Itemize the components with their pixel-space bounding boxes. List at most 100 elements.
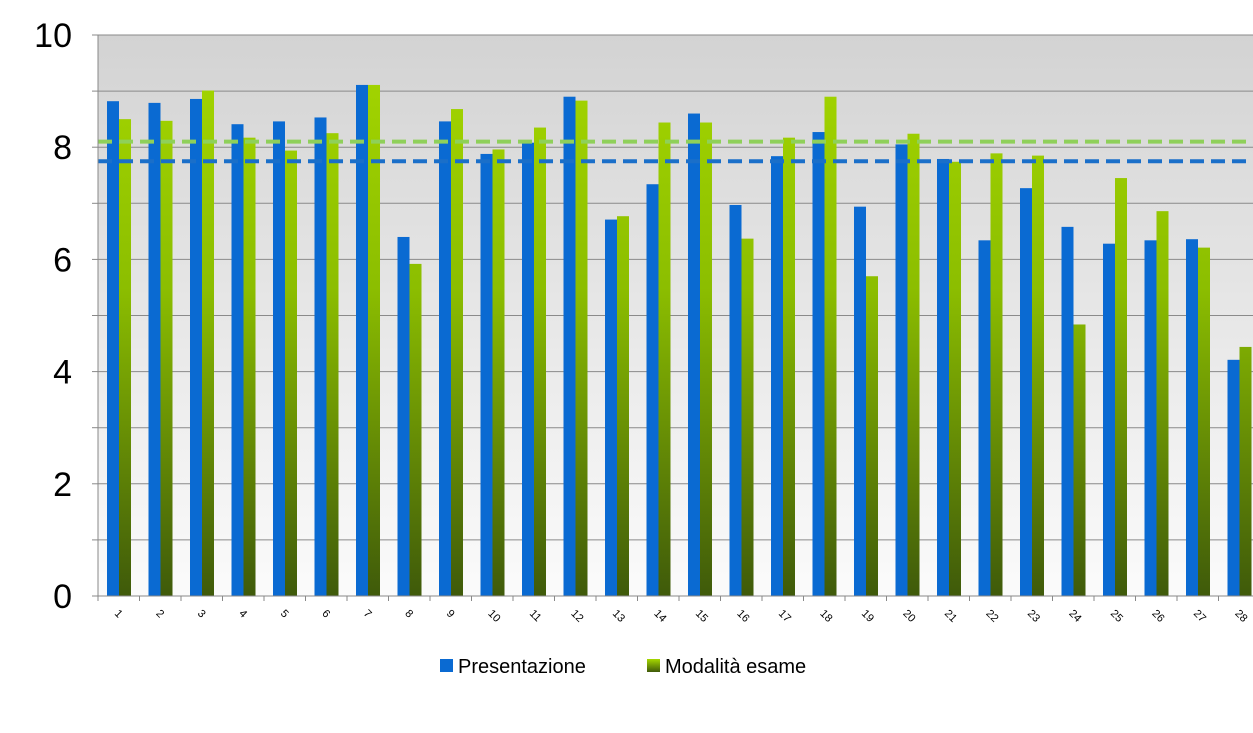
y-tick-label: 4 <box>53 354 72 392</box>
bar-presentazione <box>1227 359 1240 596</box>
bar-modalita-esame <box>990 153 1003 596</box>
x-tick-label: 24 <box>1066 608 1083 625</box>
bar-presentazione <box>356 84 368 596</box>
bar-modalita-esame <box>949 161 961 596</box>
legend-swatch-modalita-esame <box>647 659 660 672</box>
bar-modalita-esame <box>160 120 173 596</box>
bar-modalita-esame <box>409 263 422 596</box>
bar-presentazione <box>688 113 700 596</box>
bar-modalita-esame <box>1156 211 1169 597</box>
bar-modalita-esame <box>783 137 795 596</box>
bar-presentazione <box>1061 226 1074 596</box>
bar-modalita-esame <box>368 84 380 596</box>
bar-presentazione <box>1144 240 1157 597</box>
bar-modalita-esame <box>1032 155 1044 597</box>
x-axis-ticks: 1 2 3 4 5 6 7 8 9 10 11 12 13 14 15 16 17 18 19 20 21 22 23 24 2… <box>97 596 1250 625</box>
bar-modalita-esame <box>119 119 131 597</box>
bar-modalita-esame <box>243 137 256 596</box>
bar-modalita-esame <box>658 122 671 597</box>
bar-modalita-esame <box>1073 324 1086 596</box>
x-tick-label: 21 <box>942 608 959 625</box>
y-tick-label: 0 <box>53 578 72 616</box>
bar-presentazione <box>605 219 617 596</box>
bar-modalita-esame <box>866 276 878 596</box>
bar-presentazione <box>646 184 659 596</box>
x-tick-label: 22 <box>983 608 1000 625</box>
bar-presentazione <box>397 236 410 596</box>
y-tick-label: 10 <box>34 17 72 55</box>
bar-presentazione <box>190 98 202 596</box>
x-tick-label: 26 <box>1149 608 1166 625</box>
bar-presentazione <box>978 240 991 597</box>
bar-presentazione <box>1186 239 1198 597</box>
bar-modalita-esame <box>617 216 629 596</box>
bar-modalita-esame <box>326 133 339 597</box>
x-tick-label: 28 <box>1232 608 1249 625</box>
bar-presentazione <box>937 158 949 596</box>
x-tick-label: 14 <box>651 608 668 625</box>
bar-modalita-esame <box>907 133 920 596</box>
x-tick-label: 13 <box>610 608 627 625</box>
bar-presentazione <box>273 121 285 597</box>
bar-presentazione <box>522 142 534 596</box>
x-tick-label: 9 <box>444 608 457 621</box>
bar-presentazione <box>771 156 783 596</box>
x-tick-label: 17 <box>776 608 793 625</box>
y-tick-label: 6 <box>53 241 72 279</box>
bar-presentazione <box>895 144 908 596</box>
x-tick-label: 20 <box>900 608 917 625</box>
legend: Presentazione Modalità esame <box>440 656 806 678</box>
x-tick-label: 2 <box>153 608 166 621</box>
bars <box>107 84 1252 597</box>
x-tick-label: 18 <box>817 608 834 625</box>
bar-presentazione <box>1103 243 1115 596</box>
bar-presentazione <box>314 117 327 596</box>
x-tick-label: 6 <box>319 608 332 621</box>
y-tick-label: 2 <box>53 466 72 504</box>
x-tick-label: 12 <box>568 608 585 625</box>
bar-modalita-esame <box>451 109 463 596</box>
bar-presentazione <box>148 102 161 597</box>
bar-presentazione <box>812 132 825 597</box>
bar-modalita-esame <box>575 100 588 597</box>
bar-modalita-esame <box>534 127 546 596</box>
x-tick-label: 4 <box>236 608 249 621</box>
bar-modalita-esame <box>492 149 505 596</box>
x-tick-label: 8 <box>402 608 415 621</box>
legend-label-presentazione: Presentazione <box>458 656 586 678</box>
average-lines <box>98 139 1253 164</box>
bar-modalita-esame <box>202 90 214 596</box>
x-tick-label: 11 <box>527 608 544 625</box>
bar-presentazione <box>854 206 866 596</box>
bar-modalita-esame <box>741 238 754 596</box>
bar-presentazione <box>439 121 451 597</box>
legend-label-modalita-esame: Modalità esame <box>665 656 806 678</box>
bar-modalita-esame <box>285 150 297 597</box>
bar-presentazione <box>1020 188 1032 596</box>
bar-presentazione <box>729 204 742 596</box>
x-tick-label: 16 <box>734 608 751 625</box>
x-tick-label: 1 <box>112 608 125 621</box>
y-axis-ticks: 0 2 4 6 8 10 <box>34 17 98 616</box>
x-tick-label: 15 <box>693 608 710 625</box>
y-tick-label: 8 <box>53 129 72 167</box>
bar-presentazione <box>480 153 493 596</box>
bar-modalita-esame <box>1239 346 1252 596</box>
x-tick-label: 23 <box>1025 608 1042 625</box>
x-tick-label: 25 <box>1108 608 1125 625</box>
x-tick-label: 3 <box>195 608 208 621</box>
bar-modalita-esame <box>824 96 837 597</box>
bar-modalita-esame <box>700 122 712 597</box>
x-tick-label: 7 <box>361 608 374 621</box>
x-tick-label: 19 <box>859 608 876 625</box>
bar-modalita-esame <box>1115 178 1127 596</box>
legend-swatch-presentazione <box>440 659 453 672</box>
x-tick-label: 10 <box>485 608 502 625</box>
bar-presentazione <box>563 96 576 597</box>
bar-presentazione <box>231 124 244 596</box>
bar-modalita-esame <box>1198 247 1210 596</box>
x-tick-label: 5 <box>278 608 291 621</box>
x-tick-label: 27 <box>1191 608 1208 625</box>
bar-presentazione <box>107 101 119 596</box>
